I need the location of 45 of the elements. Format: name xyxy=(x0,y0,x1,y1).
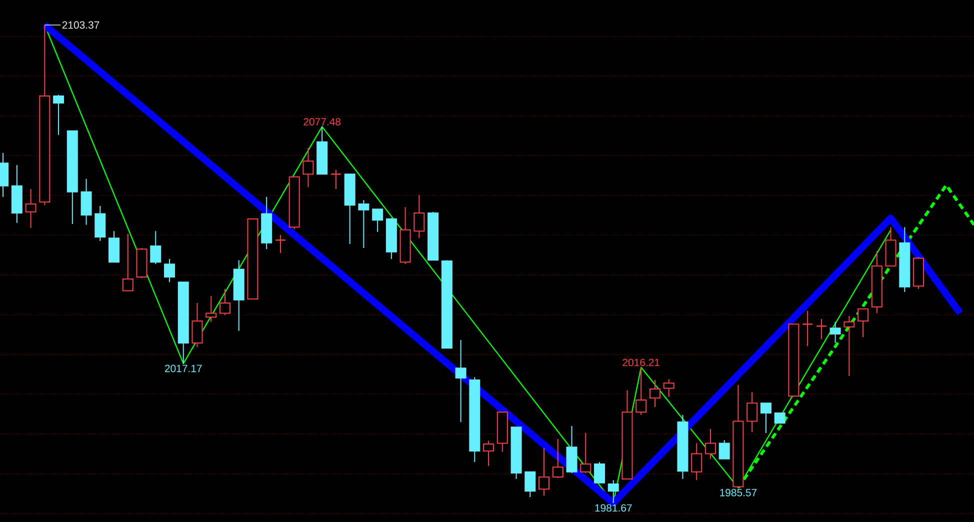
annotation: 2077.48 xyxy=(304,118,341,126)
candlestick xyxy=(746,392,758,433)
text: 1981.67 xyxy=(595,504,632,512)
candlestick xyxy=(455,339,466,422)
annotation: 2103.37 xyxy=(62,21,100,29)
candlestick xyxy=(108,230,120,263)
candlestick xyxy=(524,471,536,498)
candlestick xyxy=(858,308,869,338)
candlestick xyxy=(25,188,36,228)
candlestick xyxy=(649,379,660,408)
candlestick xyxy=(718,440,730,460)
candlestick xyxy=(94,205,106,242)
candlestick xyxy=(483,440,494,466)
candlestick xyxy=(552,438,564,479)
candlestick xyxy=(150,230,162,265)
candlestick xyxy=(330,169,342,190)
candlestick xyxy=(844,315,855,377)
candlestick xyxy=(274,234,286,254)
candlestick xyxy=(80,178,92,226)
candlestick xyxy=(414,194,425,239)
candlestick xyxy=(219,288,230,316)
candlestick xyxy=(636,366,647,416)
candlestick xyxy=(122,233,134,292)
candlestick xyxy=(608,480,619,504)
candlestick xyxy=(830,321,841,344)
candlestick xyxy=(538,447,550,496)
annotation: 2017.17 xyxy=(164,364,202,372)
candlestick xyxy=(663,378,674,398)
candlestick xyxy=(774,412,786,424)
candlestick xyxy=(302,147,314,188)
candlestick xyxy=(594,462,605,484)
candlestick xyxy=(760,402,772,434)
candlestick xyxy=(164,258,175,283)
annotation: 1985.57 xyxy=(720,488,757,496)
candlestick xyxy=(206,295,217,322)
candlestick xyxy=(192,302,203,348)
candlestick xyxy=(53,94,64,136)
candlestick xyxy=(802,310,814,347)
candlestick xyxy=(691,442,702,481)
candlestick xyxy=(372,208,384,232)
candlestick xyxy=(358,200,370,248)
candlestick xyxy=(704,428,716,460)
candlestick xyxy=(580,432,592,474)
candlestick xyxy=(816,318,828,340)
annotation: 2016.21 xyxy=(622,358,660,366)
